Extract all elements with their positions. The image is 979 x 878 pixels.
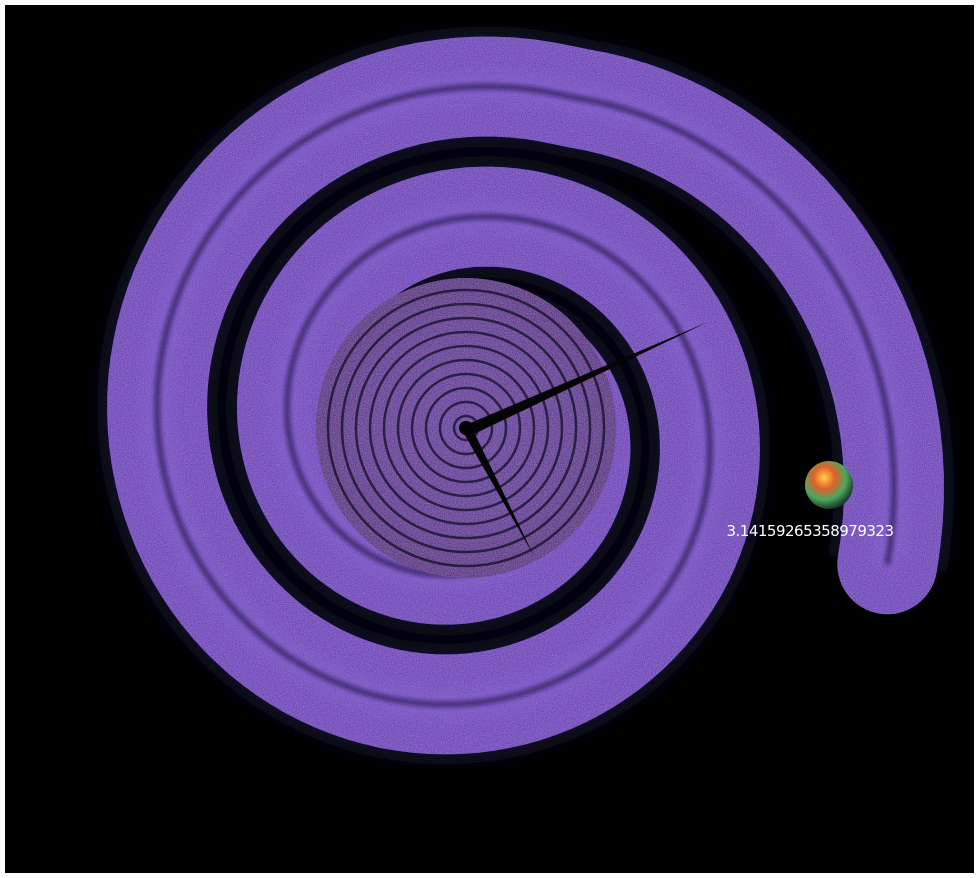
ring: [410, 372, 522, 484]
ring: [326, 288, 606, 568]
ring: [424, 386, 508, 470]
ring: [340, 302, 592, 554]
hub: [459, 421, 473, 435]
sphere: [805, 461, 853, 509]
ring: [354, 316, 578, 540]
readout: 3.14159265358979323: [726, 522, 893, 540]
ring: [368, 330, 564, 526]
ring: [382, 344, 550, 512]
ring: [396, 358, 536, 498]
hour-hand: [462, 428, 534, 556]
minute-hand: [468, 322, 708, 434]
ring: [438, 400, 494, 456]
